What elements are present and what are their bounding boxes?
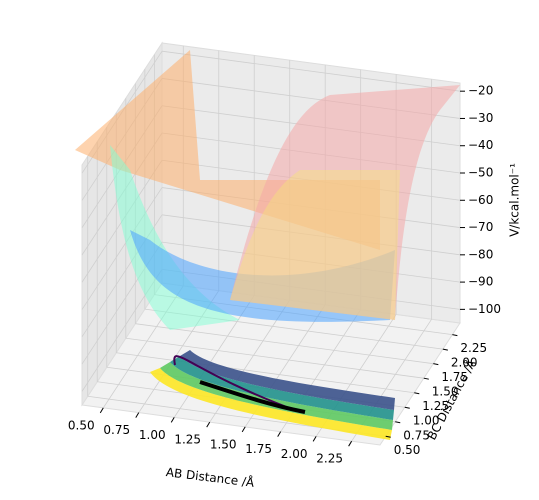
x-tick-label: 1.00 xyxy=(139,428,166,442)
x-tick xyxy=(277,431,282,437)
z-tick-label: −80 xyxy=(468,247,493,261)
y-tick-label: 1.25 xyxy=(422,399,449,413)
grid-line xyxy=(81,187,163,310)
surface xyxy=(75,50,460,440)
z-tick-label: −100 xyxy=(468,302,501,316)
x-tick-label: 1.25 xyxy=(174,433,201,447)
contour xyxy=(180,350,395,410)
surface-patch xyxy=(230,170,400,320)
y-tick xyxy=(395,421,401,424)
x-tick xyxy=(135,412,140,418)
x-tick xyxy=(241,426,246,433)
x-tick-label: 1.75 xyxy=(245,442,272,456)
y-tick-label: 2.00 xyxy=(451,356,478,370)
z-tick-label: −20 xyxy=(468,84,493,98)
x-tick xyxy=(99,407,104,414)
y-tick-label: 2.25 xyxy=(460,341,487,355)
trajectory xyxy=(199,380,306,414)
z-axis-label: V/kcal.mol⁻¹ xyxy=(508,163,522,237)
z-tick-label: −40 xyxy=(468,138,493,152)
z-tick-label: −50 xyxy=(468,166,493,180)
contour xyxy=(170,356,394,420)
y-tick-label: 1.75 xyxy=(441,370,468,384)
y-tick xyxy=(442,348,448,351)
y-tick xyxy=(433,363,439,366)
x-tick-label: 0.75 xyxy=(103,423,130,437)
grid-line xyxy=(125,337,424,379)
x-tick-label: 2.25 xyxy=(316,452,343,466)
surface-patch xyxy=(230,85,460,320)
z-tick-label: −90 xyxy=(468,275,493,289)
contour xyxy=(173,355,301,413)
y-tick-label: 1.00 xyxy=(413,414,440,428)
contour xyxy=(150,368,392,440)
grid-line xyxy=(135,323,434,365)
y-tick-label: 0.75 xyxy=(403,428,430,442)
x-tick-label: 2.00 xyxy=(281,447,308,461)
x-tick xyxy=(170,417,175,423)
y-tick xyxy=(404,406,410,409)
contour xyxy=(160,362,393,430)
x-tick xyxy=(348,440,353,447)
x-tick xyxy=(206,421,211,428)
z-tick-label: −60 xyxy=(468,193,493,207)
y-tick-label: 1.50 xyxy=(432,385,459,399)
y-tick-label: 0.50 xyxy=(394,443,421,457)
grid-line xyxy=(161,50,461,92)
labels: 0.50 0.75 1.00 1.25 1.50 1.75 2.00 2.250.500.75… xyxy=(68,84,501,466)
x-tick xyxy=(312,436,317,442)
surface-patch xyxy=(110,145,240,330)
y-tick xyxy=(423,377,429,380)
x-axis-label: AB Distance /Å xyxy=(165,464,256,490)
z-tick-label: −30 xyxy=(468,111,493,125)
y-tick xyxy=(414,392,420,395)
grid-line xyxy=(116,352,415,394)
z-tick-label: −70 xyxy=(468,220,493,234)
y-tick xyxy=(452,334,458,337)
y-tick xyxy=(385,435,391,438)
x-tick-label: 1.50 xyxy=(210,437,237,451)
x-tick-label: 0.50 xyxy=(68,418,95,432)
